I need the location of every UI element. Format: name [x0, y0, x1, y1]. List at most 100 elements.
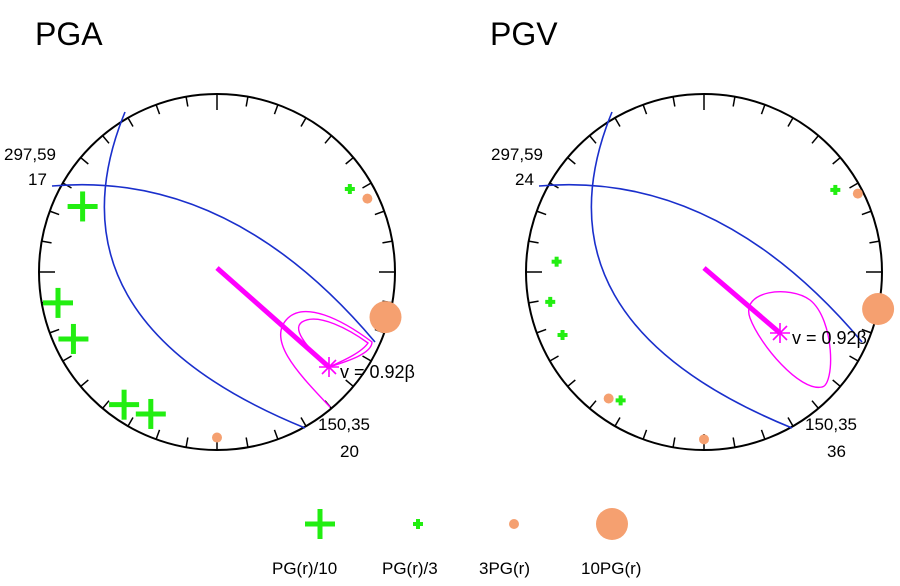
tick-mark [62, 355, 72, 362]
station-dot-marker [699, 434, 709, 445]
nodal-plane-1 [590, 111, 793, 429]
tick-mark [49, 210, 60, 216]
tick-mark [382, 240, 393, 244]
tick-mark [102, 135, 110, 144]
station-dot-marker [369, 301, 402, 334]
tick-mark [787, 117, 794, 127]
station-plus-marker [413, 519, 423, 529]
tick-mark [245, 437, 249, 448]
station-plus-marker [344, 183, 355, 194]
uncertainty-contour-inner [297, 318, 369, 368]
station-plus-marker [305, 509, 335, 539]
tick-mark [273, 104, 279, 115]
velocity-label: v = 0.92β [340, 362, 415, 382]
tick-mark [642, 429, 648, 440]
rupture-asterisk [319, 357, 339, 377]
legend: PG(r)/10 PG(r)/3 3PG(r) 10PG(r) [272, 508, 641, 578]
tick-mark [732, 96, 736, 107]
tick-mark [80, 379, 89, 387]
station-plus-marker [615, 395, 626, 406]
rupture-direction-line [215, 266, 331, 369]
stereonet-outline [38, 93, 396, 451]
station-plus-marker [109, 389, 140, 420]
station-markers [42, 183, 402, 443]
tick-marks [526, 94, 882, 450]
upper-plane-label: 297,59 [4, 145, 56, 164]
tick-mark [536, 328, 547, 334]
station-plus-marker [557, 329, 568, 340]
panel-pgv: PGV v = 0.92β 297,59 24 150,35 36 [490, 16, 895, 461]
station-dot-marker [212, 432, 222, 443]
tick-mark [549, 355, 559, 362]
tick-mark [642, 104, 648, 115]
tick-mark [127, 117, 134, 127]
legend-symbol [305, 509, 335, 539]
tick-mark [672, 96, 676, 107]
tick-mark [345, 157, 354, 165]
legend-label: PG(r)/3 [382, 559, 438, 578]
uncertainty-contour [748, 291, 832, 388]
station-dot-marker [596, 508, 628, 540]
panel-pga: PGA v = 0.92β 297,59 17 150,35 20 [4, 16, 415, 461]
tick-mark [300, 417, 307, 427]
legend-label: 3PG(r) [479, 559, 530, 578]
tick-mark [345, 379, 354, 387]
tick-mark [155, 429, 161, 440]
station-plus-marker [67, 191, 98, 222]
tick-mark [102, 400, 110, 409]
tick-mark [760, 429, 766, 440]
station-dot-marker [362, 193, 373, 204]
legend-label: 10PG(r) [581, 559, 641, 578]
tick-mark [589, 400, 597, 409]
lower-plane-label: 150,35 [805, 415, 857, 434]
legend-symbol [413, 519, 423, 529]
station-plus-marker [551, 256, 562, 267]
station-dot-marker [852, 188, 863, 199]
station-plus-marker [58, 323, 89, 354]
uncertainty-contour-outer [279, 310, 373, 408]
tick-mark [811, 135, 819, 144]
tick-mark [732, 437, 736, 448]
lower-plane-label: 150,35 [318, 415, 370, 434]
tick-mark [614, 117, 621, 127]
station-dot-marker [862, 293, 895, 326]
tick-mark [832, 157, 841, 165]
tick-mark [811, 400, 819, 409]
nodal-plane-2 [51, 183, 376, 343]
tick-mark [41, 240, 52, 244]
tick-mark [760, 104, 766, 115]
tick-mark [528, 240, 539, 244]
tick-mark [869, 240, 880, 244]
tick-mark [672, 437, 676, 448]
tick-mark [849, 182, 859, 189]
upper-value-label: 24 [515, 170, 534, 189]
tick-mark [861, 328, 872, 334]
tick-mark [245, 96, 249, 107]
nodal-plane-2 [538, 183, 863, 343]
upper-plane-label: 297,59 [491, 145, 543, 164]
station-markers [545, 184, 895, 445]
tick-mark [589, 135, 597, 144]
upper-value-label: 17 [28, 170, 47, 189]
station-plus-marker [545, 296, 556, 307]
lower-value-label: 20 [340, 442, 359, 461]
tick-mark [324, 135, 332, 144]
rupture-direction-line [702, 266, 782, 335]
station-plus-marker [135, 398, 166, 429]
legend-label: PG(r)/10 [272, 559, 337, 578]
tick-mark [567, 379, 576, 387]
tick-mark [528, 300, 539, 304]
stereonet-outline [525, 93, 883, 451]
tick-mark [185, 96, 189, 107]
tick-mark [536, 210, 547, 216]
tick-mark [80, 157, 89, 165]
tick-mark [567, 157, 576, 165]
tick-mark [273, 429, 279, 440]
station-dot-marker [509, 519, 519, 529]
tick-mark [300, 117, 307, 127]
velocity-label: v = 0.92β [792, 328, 867, 348]
tick-mark [614, 417, 621, 427]
nodal-plane-1 [103, 111, 306, 429]
tick-mark [787, 417, 794, 427]
